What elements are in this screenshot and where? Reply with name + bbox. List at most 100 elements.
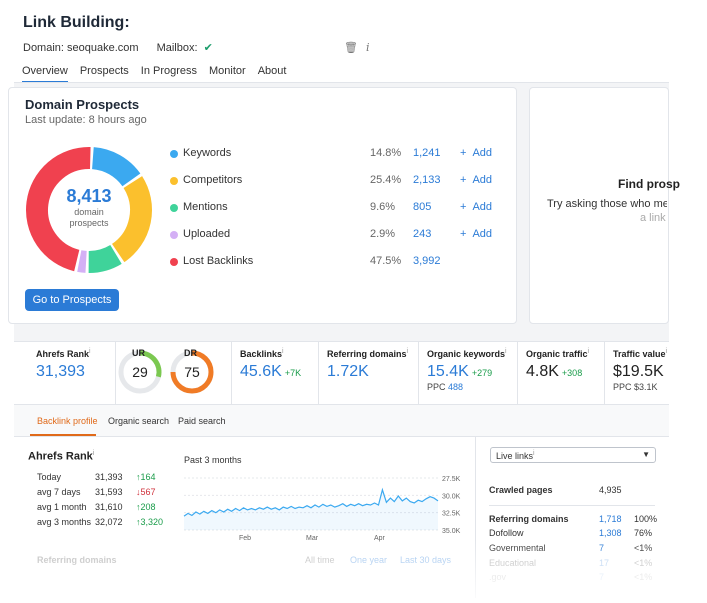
row-pct: <1%: [634, 558, 653, 568]
plus-icon: +: [460, 147, 467, 159]
row-label: Crawled pages: [489, 485, 553, 495]
info-icon[interactable]: i: [505, 348, 507, 355]
rank-label: avg 1 month: [37, 501, 87, 512]
ppc-row: PPC 488: [427, 382, 517, 392]
donut-slice-competitors[interactable]: [111, 176, 152, 263]
domain-label: Domain: seoquake.com: [23, 41, 139, 54]
tab-overview[interactable]: Overview: [22, 65, 68, 83]
chevron-down-icon: ▼: [642, 450, 650, 459]
option-all-time[interactable]: All time: [305, 555, 335, 565]
row-value[interactable]: 7: [599, 572, 605, 582]
find-text-2: a link: [640, 212, 666, 224]
row-label: Governmental: [489, 543, 546, 553]
add-mentions-button[interactable]: + Add: [460, 201, 492, 213]
go-to-prospects-button[interactable]: Go to Prospects: [25, 289, 119, 311]
add-label: Add: [472, 201, 493, 213]
metric-value[interactable]: 45.6K: [240, 363, 282, 380]
info-icon[interactable]: i: [365, 41, 370, 54]
metric-value[interactable]: 4.8K: [526, 363, 559, 380]
mailbox-label: Mailbox:: [156, 42, 198, 54]
row-value[interactable]: 7: [599, 543, 605, 553]
plus-icon: +: [460, 228, 467, 240]
dr-value[interactable]: 75: [184, 364, 200, 380]
total-caption-1: domain: [74, 207, 104, 217]
referring-domains-row: Referring domains 1,718 100%: [489, 514, 659, 528]
metric-value[interactable]: 15.4K: [427, 363, 469, 380]
prospects-legend: Keywords 14.8% 1,241 + Add Competitors 25…: [170, 144, 510, 279]
legend-row-lost-backlinks: Lost Backlinks 47.5% 3,992: [170, 252, 510, 279]
tab-monitor[interactable]: Monitor: [209, 65, 246, 77]
rank-value: 31,593: [95, 486, 123, 497]
info-icon[interactable]: i: [89, 348, 91, 355]
find-text: Try asking those who men: [547, 198, 667, 210]
metric-label: Organic traffic: [526, 349, 588, 359]
legend-count[interactable]: 805: [413, 201, 432, 213]
info-icon[interactable]: i: [587, 348, 590, 355]
divider: [489, 505, 655, 506]
legend-pct: 47.5%: [370, 255, 402, 267]
add-keywords-button[interactable]: + Add: [460, 147, 492, 159]
gov-row: .gov 7 <1%: [489, 572, 659, 586]
metric-label: Backlinks: [240, 349, 283, 359]
legend-count[interactable]: 2,133: [413, 174, 441, 186]
add-label: Add: [472, 174, 493, 186]
metric-value[interactable]: 1.72K: [327, 363, 369, 380]
rank-value: 31,610: [95, 501, 123, 512]
header-tools: 🗑 i: [344, 41, 370, 54]
tab-organic-search[interactable]: Organic search: [108, 416, 170, 426]
info-icon[interactable]: i: [665, 348, 668, 355]
mailbox-status[interactable]: Mailbox: ✔: [157, 41, 213, 54]
tab-in-progress[interactable]: In Progress: [140, 65, 198, 77]
option-last-30-days[interactable]: Last 30 days: [400, 555, 452, 565]
donut-slice-lost-backlinks[interactable]: [26, 147, 91, 272]
tab-paid-search[interactable]: Paid search: [178, 416, 226, 426]
tab-prospects[interactable]: Prospects: [79, 65, 129, 77]
option-one-year[interactable]: One year: [350, 555, 388, 565]
donut-slice-uploaded[interactable]: [77, 250, 87, 273]
find-prospects-card: Find prosp Try asking those who men a li…: [529, 87, 680, 324]
page-title: Link Building:: [23, 14, 130, 31]
donut-slice-keywords[interactable]: [91, 147, 141, 187]
legend-row-uploaded: Uploaded 2.9% 243 + Add: [170, 225, 510, 252]
ur-value[interactable]: 29: [132, 364, 148, 380]
lost-backlinks-dot-icon: [170, 258, 178, 266]
check-icon: ✔: [203, 42, 213, 54]
info-icon[interactable]: i: [406, 348, 409, 355]
legend-count[interactable]: 243: [413, 228, 432, 240]
tab-backlink-profile[interactable]: Backlink profile: [37, 416, 98, 426]
keywords-dot-icon: [170, 150, 178, 158]
legend-label: Keywords: [183, 147, 232, 159]
metric-value[interactable]: $19.5K: [613, 363, 664, 380]
total-prospects: 8,413: [66, 186, 112, 206]
add-label: Add: [472, 147, 493, 159]
row-pct: 100%: [634, 514, 658, 524]
row-value[interactable]: 1,718: [599, 514, 622, 524]
legend-row-competitors: Competitors 25.4% 2,133 + Add: [170, 171, 510, 198]
trash-icon[interactable]: 🗑: [344, 42, 358, 54]
row-value[interactable]: 1,308: [599, 528, 622, 538]
row-pct: <1%: [634, 572, 653, 582]
find-title: Find prosp: [618, 177, 680, 191]
rank-label: avg 3 months: [37, 516, 92, 527]
metric-organic-traffic: Organic traffici 4.8K +308: [518, 342, 605, 406]
legend-count[interactable]: 1,241: [413, 147, 441, 159]
tab-about[interactable]: About: [257, 65, 287, 77]
metric-backlinks: Backlinksi 45.6K +7K: [232, 342, 319, 406]
series-line[interactable]: [183, 487, 439, 517]
info-icon[interactable]: i: [92, 450, 95, 457]
rank-value: 32,072: [95, 516, 123, 527]
row-value[interactable]: 17: [599, 558, 610, 568]
donut-slice-mentions[interactable]: [88, 244, 122, 273]
chart-title: Past 3 months: [184, 455, 242, 465]
mentions-dot-icon: [170, 204, 178, 212]
add-competitors-button[interactable]: + Add: [460, 174, 492, 186]
legend-count[interactable]: 3,992: [413, 255, 441, 267]
metric-delta: +308: [561, 368, 583, 378]
legend-pct: 25.4%: [370, 174, 402, 186]
live-links-select[interactable]: Live linksi ▼: [490, 447, 656, 463]
metric-value[interactable]: 31,393: [36, 363, 85, 380]
add-uploaded-button[interactable]: + Add: [460, 228, 492, 240]
ppc-value[interactable]: 488: [448, 382, 464, 392]
info-icon[interactable]: i: [282, 348, 284, 355]
x-tick-label: Feb: [239, 535, 251, 542]
